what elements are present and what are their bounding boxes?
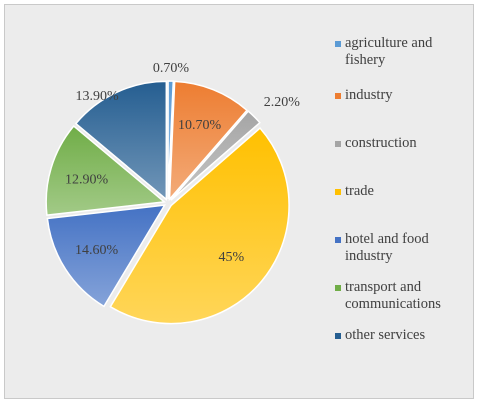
pie-slice-transport-and-communications bbox=[45, 125, 166, 216]
data-label-transport-and-communications: 12.90% bbox=[65, 173, 109, 188]
pie-chart: 0.70% 10.70% 2.20% 45% 14.60% 12.90% 13.90% bbox=[45, 61, 301, 325]
data-label-hotel-and-food-industry: 14.60% bbox=[75, 243, 119, 258]
pie-slice-hotel-and-food-industry bbox=[46, 204, 167, 308]
legend-swatch bbox=[335, 333, 341, 339]
pie-slice-industry bbox=[168, 80, 249, 202]
chart-area: 0.70% 10.70% 2.20% 45% 14.60% 12.90% 13.90% ag… bbox=[4, 4, 474, 399]
legend-label: construction bbox=[345, 135, 417, 151]
legend-swatch bbox=[335, 189, 341, 195]
data-label-industry: 10.70% bbox=[178, 118, 222, 133]
pie-slice-construction bbox=[170, 110, 261, 201]
legend-swatch bbox=[335, 141, 341, 147]
legend-swatch bbox=[335, 285, 341, 291]
data-label-other-services: 13.90% bbox=[75, 89, 119, 104]
pie-slice-trade bbox=[109, 127, 290, 325]
legend-swatch bbox=[335, 41, 341, 47]
pie-slice-agriculture-and-fishery bbox=[167, 80, 175, 200]
legend-label: other services bbox=[345, 327, 426, 343]
legend-swatch bbox=[335, 93, 341, 99]
legend-label: agriculture and fishery bbox=[345, 35, 433, 68]
data-label-trade: 45% bbox=[218, 250, 244, 265]
data-label-construction: 2.20% bbox=[264, 95, 301, 110]
data-label-agriculture-and-fishery: 0.70% bbox=[153, 61, 190, 76]
pie-slice-other-services bbox=[74, 80, 168, 201]
legend-label: industry bbox=[345, 87, 393, 103]
legend-label: hotel and food industry bbox=[345, 231, 429, 264]
legend-label: trade bbox=[345, 183, 374, 199]
legend-label: transport and communications bbox=[345, 279, 441, 312]
legend-swatch bbox=[335, 237, 341, 243]
